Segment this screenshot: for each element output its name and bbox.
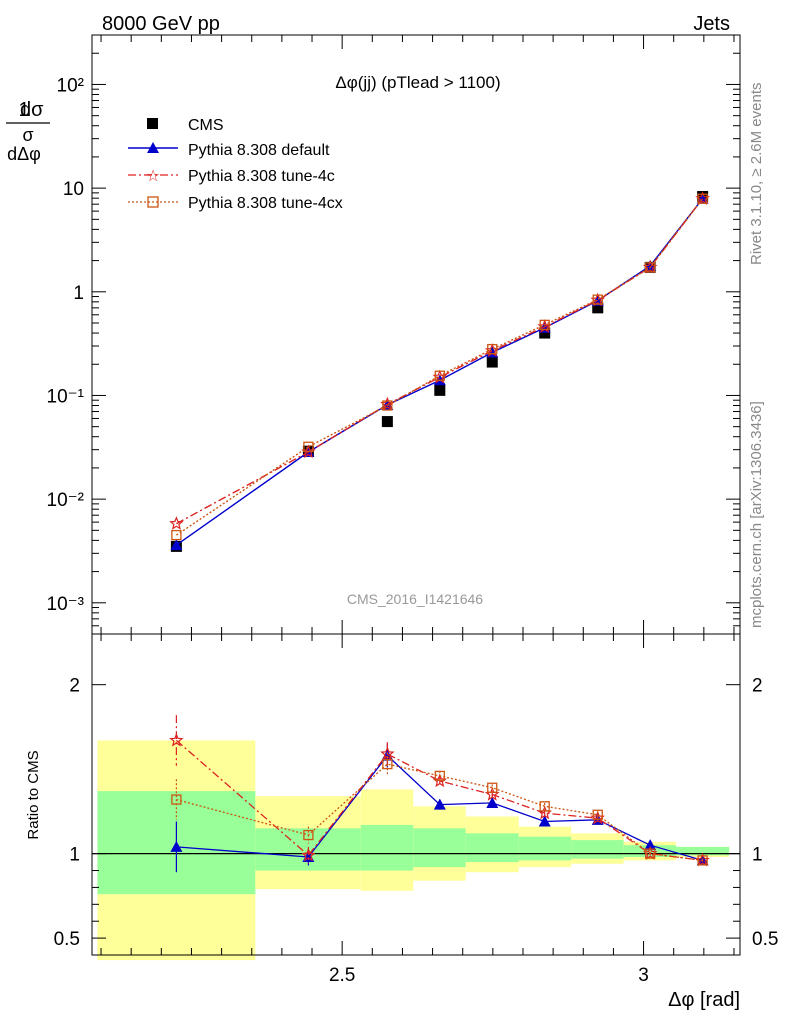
legend-marker-cms <box>147 118 158 129</box>
ratio-point-sq <box>592 809 603 820</box>
header-left: 8000 GeV pp <box>102 13 220 35</box>
band-inner <box>465 833 519 863</box>
legend-label-tune4cx: Pythia 8.308 tune-4cx <box>188 195 343 212</box>
ratio-point-sq <box>539 801 550 812</box>
band-inner <box>360 824 414 871</box>
x-tick-label: 2.5 <box>329 965 355 986</box>
main-point-star <box>169 516 184 530</box>
main-panel: 10⁻³ 10⁻² 10⁻¹ 1 10 10² <box>47 34 741 635</box>
main-line-star <box>176 198 704 525</box>
ratio-y-tick-label: 0.5 <box>54 929 80 950</box>
ratio-point-sq <box>382 758 393 770</box>
ratio-point-sq <box>171 794 182 805</box>
main-point-sq <box>645 262 656 273</box>
ratio-panel: 2.5 3 0.5 0.5 1 1 2 2 <box>54 633 778 986</box>
y-tick-label: 10 <box>63 179 84 200</box>
legend: CMS Pythia 8.308 default ☆ Pythia 8.308 … <box>128 117 343 212</box>
ratio-point-tri <box>538 815 551 827</box>
svg-text:σ: σ <box>22 125 33 145</box>
main-ylabel: 1 σ dσ dΔφ <box>6 99 50 164</box>
band-inner <box>518 836 572 861</box>
band-inner <box>413 828 466 868</box>
ratio-point-star <box>301 847 316 862</box>
mcplots-label: mcplots.cern.ch [arXiv:1306.3436] <box>748 401 765 628</box>
main-point-sq <box>539 319 550 330</box>
y-tick-label: 1 <box>73 283 84 304</box>
ratio-point-sq <box>303 829 314 841</box>
svg-text:dΔφ: dΔφ <box>7 144 41 164</box>
ratio-point-tri <box>644 839 657 851</box>
band-inner <box>571 840 624 859</box>
ratio-point-sq <box>645 848 656 859</box>
main-point-sq <box>592 294 603 305</box>
main-point-sq <box>382 400 393 411</box>
main-point-tri <box>170 539 183 551</box>
ratio-point-sq <box>434 770 445 782</box>
cms-point <box>486 356 498 368</box>
svg-text:dσ: dσ <box>20 99 44 121</box>
y-tick-label: 10⁻² <box>47 490 85 511</box>
ratio-point-sq <box>487 782 498 793</box>
cms-point <box>434 384 446 396</box>
y-tick-label: 10⁻¹ <box>47 386 85 407</box>
legend-label-default: Pythia 8.308 default <box>188 142 330 159</box>
main-point-sq <box>434 370 445 381</box>
ratio-point-sq <box>697 855 708 866</box>
band-inner <box>676 846 730 856</box>
main-point-sq <box>303 441 314 452</box>
ratio-point-star <box>169 732 184 747</box>
ratio-point-tri <box>433 798 446 810</box>
svg-text:1: 1 <box>18 99 29 121</box>
cms-point <box>592 302 604 314</box>
main-point-sq <box>171 529 182 541</box>
y-tick-label: 10² <box>57 75 84 96</box>
legend-marker-tune4cx <box>147 196 159 208</box>
ratio-y-tick-label: 0.5 <box>752 929 778 950</box>
main-point-sq <box>697 193 708 204</box>
rivet-label: Rivet 3.1.10, ≥ 2.6M events <box>748 83 765 266</box>
x-tick-label: 3 <box>638 965 649 986</box>
band-inner <box>623 845 677 858</box>
legend-marker-default <box>147 142 159 153</box>
cms-point <box>381 416 393 428</box>
y-tick-label: 10⁻³ <box>47 594 85 615</box>
plot-title: Δφ(jj) (pTlead > 1100) <box>335 73 500 92</box>
main-point-sq <box>487 343 498 355</box>
cms-point <box>539 327 551 339</box>
ratio-point-tri <box>170 840 183 852</box>
ratio-y-tick-label: 1 <box>752 845 763 866</box>
header-right: Jets <box>693 13 730 35</box>
watermark: CMS_2016_I1421646 <box>347 591 483 607</box>
ratio-ylabel: Ratio to CMS <box>25 750 42 839</box>
legend-label-tune4c: Pythia 8.308 tune-4c <box>188 168 335 185</box>
ratio-frame <box>91 633 741 956</box>
ratio-y-tick-label: 1 <box>69 845 80 866</box>
ratio-line-sq <box>176 763 703 862</box>
legend-marker-tune4c: ☆ <box>146 168 160 185</box>
ratio-point-tri <box>486 796 499 808</box>
main-line-sq <box>176 198 704 536</box>
x-axis-label: Δφ [rad] <box>668 989 740 1011</box>
legend-label-cms: CMS <box>188 117 224 134</box>
ratio-y-tick-label: 2 <box>69 676 80 697</box>
ratio-y-tick-label: 2 <box>752 676 763 697</box>
